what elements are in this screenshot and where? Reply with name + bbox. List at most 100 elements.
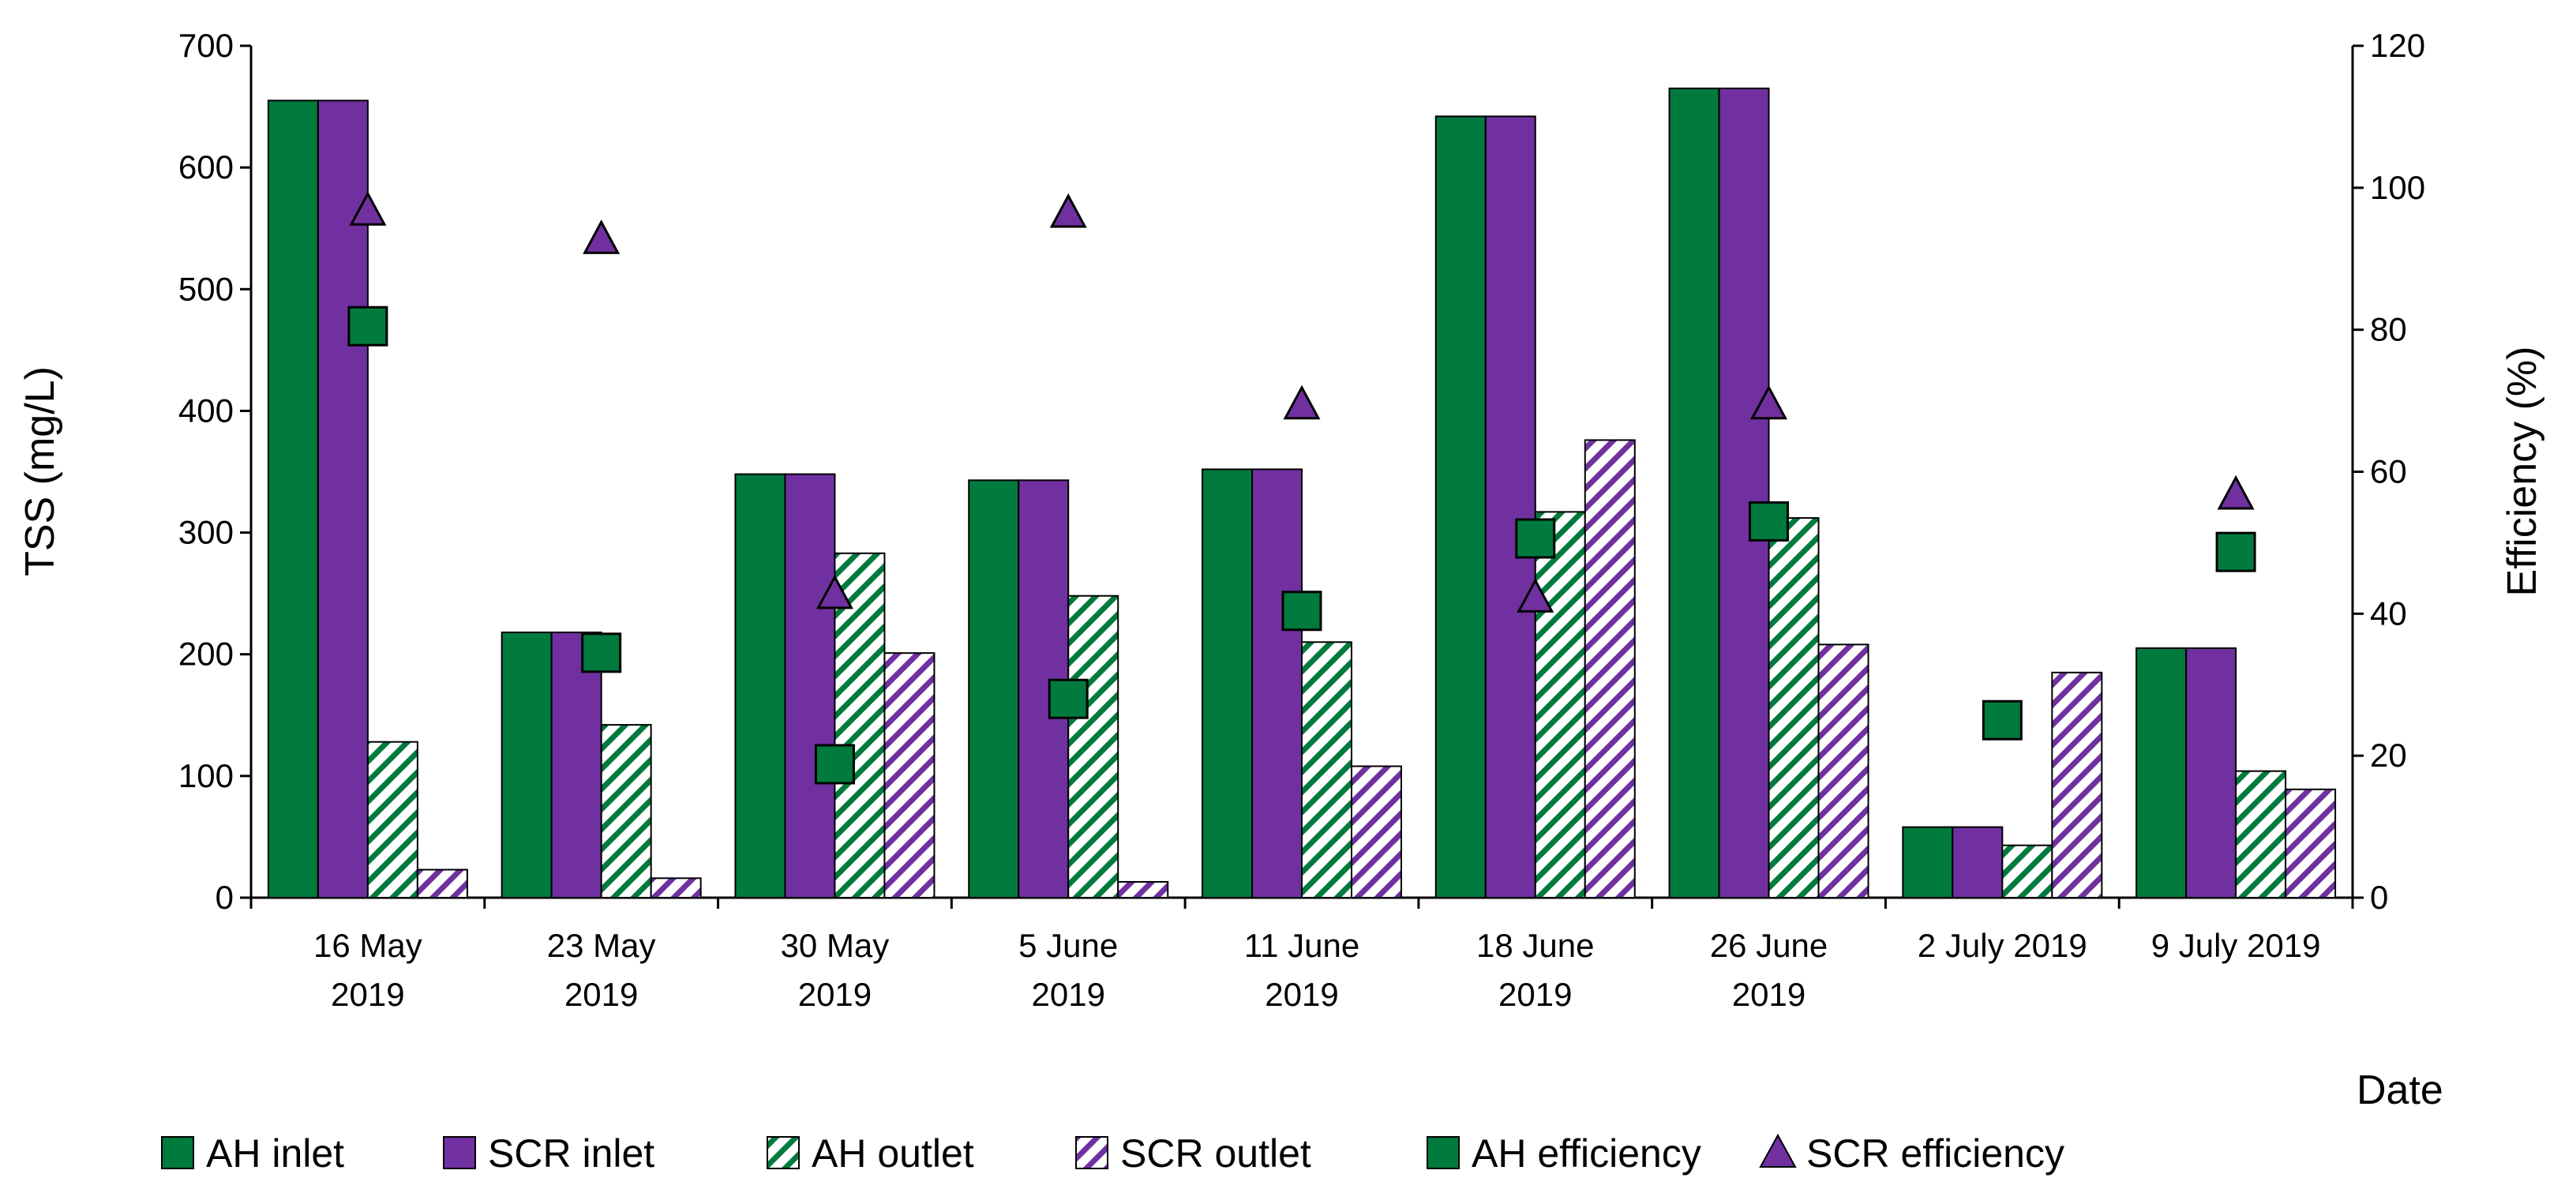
- right-tick-label: 40: [2370, 594, 2407, 632]
- bar-scr-outlet: [416, 868, 468, 898]
- left-tick-label: 100: [178, 757, 234, 794]
- right-tick-label: 80: [2370, 311, 2407, 348]
- bar-scr-inlet: [1251, 468, 1303, 898]
- legend-swatch: [767, 1136, 800, 1169]
- marker-ah-efficiency: [347, 306, 388, 347]
- legend-label: AH inlet: [206, 1131, 344, 1176]
- right-tick-label: 60: [2370, 453, 2407, 490]
- bar-scr-inlet: [1952, 826, 2004, 899]
- marker-scr-efficiency: [583, 219, 621, 254]
- bar-scr-inlet: [784, 473, 836, 898]
- legend-swatch: [1075, 1136, 1108, 1169]
- bar-ah-inlet: [968, 479, 1020, 898]
- left-y-axis-ticks: 0 100 200 300 400 500 600 700: [178, 27, 251, 916]
- bar-scr-inlet: [1718, 87, 1770, 899]
- bar-ah-outlet: [834, 552, 886, 898]
- legend: AH inlet SCR inlet AH outlet SCR outlet AH e…: [161, 1131, 2064, 1176]
- marker-scr-efficiency: [1049, 193, 1087, 228]
- marker-scr-efficiency: [1750, 384, 1788, 420]
- x-category-label: 23 May: [547, 927, 656, 964]
- bar-scr-outlet: [1817, 643, 1869, 899]
- marker-scr-efficiency: [816, 574, 853, 610]
- x-category-label: 26 June: [1710, 927, 1828, 964]
- x-category-label: 2019: [1498, 976, 1572, 1013]
- marker-scr-efficiency: [1517, 578, 1554, 613]
- bar-scr-inlet: [550, 631, 602, 898]
- x-category-label: 30 May: [781, 927, 890, 964]
- bar-ah-inlet: [2135, 647, 2188, 898]
- y-axis-title: TSS (mg/L): [17, 366, 63, 576]
- bar-scr-outlet: [1117, 880, 1169, 898]
- bar-scr-outlet: [2285, 788, 2337, 899]
- x-category-label: 2019: [564, 976, 638, 1013]
- right-tick-label: 120: [2370, 27, 2425, 64]
- legend-swatch: [443, 1136, 476, 1169]
- left-tick-label: 600: [178, 148, 234, 186]
- left-tick-label: 200: [178, 636, 234, 673]
- bar-ah-inlet: [267, 99, 319, 899]
- right-tick-label: 0: [2370, 879, 2388, 916]
- marker-scr-efficiency: [2217, 474, 2255, 510]
- x-category-label: 18 June: [1476, 927, 1594, 964]
- x-axis-category-labels: 16 May 2019 23 May 2019 30 May 2019 5 June 2019…: [313, 927, 2321, 1013]
- marker-ah-efficiency: [1048, 678, 1089, 719]
- x-category-label: 2 July 2019: [1918, 927, 2087, 964]
- bar-ah-outlet: [1768, 517, 1820, 898]
- legend-label: SCR efficiency: [1806, 1131, 2064, 1176]
- bar-ah-outlet: [2001, 844, 2053, 899]
- bar-scr-outlet: [1584, 439, 1636, 898]
- marker-ah-efficiency: [1281, 591, 1322, 632]
- marker-ah-efficiency: [1515, 518, 1556, 559]
- x-category-label: 2019: [1032, 976, 1105, 1013]
- bar-ah-inlet: [1434, 115, 1487, 899]
- legend-swatch: [1427, 1136, 1460, 1169]
- x-category-label: 2019: [1265, 976, 1338, 1013]
- legend-label: SCR inlet: [488, 1131, 654, 1176]
- bar-scr-inlet: [2185, 647, 2237, 898]
- right-tick-label: 20: [2370, 737, 2407, 774]
- x-category-label: 9 July 2019: [2151, 927, 2321, 964]
- bar-scr-outlet: [650, 877, 702, 899]
- bar-ah-inlet: [501, 631, 553, 898]
- bar-ah-outlet: [1301, 641, 1352, 898]
- right-y-axis-ticks: 0 20 40 60 80 100 120: [2353, 27, 2425, 916]
- bar-ah-inlet: [1902, 826, 1954, 899]
- x-category-label: 16 May: [313, 927, 422, 964]
- x-category-label: 11 June: [1244, 927, 1359, 964]
- legend-swatch: [1759, 1133, 1797, 1168]
- bar-scr-outlet: [2051, 671, 2103, 898]
- bar-ah-outlet: [1067, 594, 1119, 898]
- left-tick-label: 700: [178, 27, 234, 64]
- bar-scr-outlet: [883, 652, 936, 898]
- bar-series: [267, 87, 2337, 899]
- bar-ah-inlet: [1668, 87, 1720, 899]
- marker-ah-efficiency: [814, 744, 855, 785]
- x-axis-ticks: [249, 898, 2354, 909]
- bar-ah-inlet: [1202, 468, 1253, 898]
- x-category-label: 2019: [331, 976, 404, 1013]
- right-tick-label: 100: [2370, 169, 2425, 206]
- legend-swatch: [161, 1136, 194, 1169]
- bar-ah-outlet: [366, 741, 418, 898]
- y2-axis-title: Efficiency (%): [2499, 347, 2545, 597]
- efficiency-markers: [347, 191, 2256, 785]
- bar-ah-inlet: [734, 473, 786, 898]
- bar-ah-outlet: [1534, 511, 1586, 898]
- x-axis-title: Date: [2357, 1067, 2443, 1113]
- left-tick-label: 300: [178, 514, 234, 551]
- legend-label: SCR outlet: [1120, 1131, 1311, 1176]
- bar-scr-outlet: [1351, 765, 1402, 898]
- bar-ah-outlet: [2235, 770, 2287, 898]
- x-category-label: 2019: [1732, 976, 1805, 1013]
- x-category-label: 5 June: [1018, 927, 1118, 964]
- marker-scr-efficiency: [1283, 384, 1321, 420]
- marker-ah-efficiency: [581, 632, 622, 673]
- left-tick-label: 0: [216, 879, 234, 916]
- bar-ah-outlet: [600, 724, 652, 898]
- marker-ah-efficiency: [2215, 531, 2256, 572]
- x-category-label: 2019: [798, 976, 872, 1013]
- marker-ah-efficiency: [1982, 700, 2023, 741]
- left-tick-label: 500: [178, 270, 234, 307]
- bar-scr-inlet: [317, 99, 369, 899]
